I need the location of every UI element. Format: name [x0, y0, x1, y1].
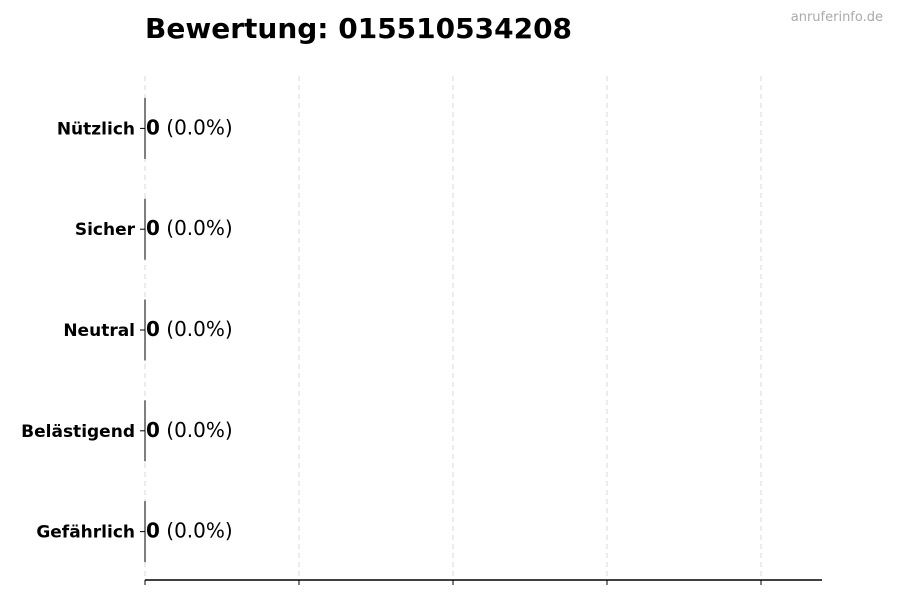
- data-label-count: 0: [146, 317, 160, 341]
- data-label-count: 0: [146, 216, 160, 240]
- data-label-percent: (0.0%): [160, 317, 233, 341]
- data-label: 0 (0.0%): [146, 418, 233, 442]
- y-tick-label: Sicher: [75, 220, 136, 240]
- data-label-percent: (0.0%): [160, 115, 233, 139]
- data-label-count: 0: [146, 418, 160, 442]
- data-label: 0 (0.0%): [146, 216, 233, 240]
- y-tick-label: Nützlich: [57, 119, 135, 139]
- watermark: anruferinfo.de: [790, 10, 883, 25]
- data-label: 0 (0.0%): [146, 115, 233, 139]
- y-tick-label: Gefährlich: [36, 523, 135, 543]
- data-label: 0 (0.0%): [146, 519, 233, 543]
- chart-title: Bewertung: 015510534208: [145, 12, 573, 45]
- data-label-count: 0: [146, 519, 160, 543]
- data-label-percent: (0.0%): [160, 519, 233, 543]
- y-tick-label: Neutral: [63, 321, 135, 341]
- data-label-percent: (0.0%): [160, 216, 233, 240]
- data-label-percent: (0.0%): [160, 418, 233, 442]
- data-label: 0 (0.0%): [146, 317, 233, 341]
- data-label-count: 0: [146, 115, 160, 139]
- y-tick-label: Belästigend: [21, 422, 135, 442]
